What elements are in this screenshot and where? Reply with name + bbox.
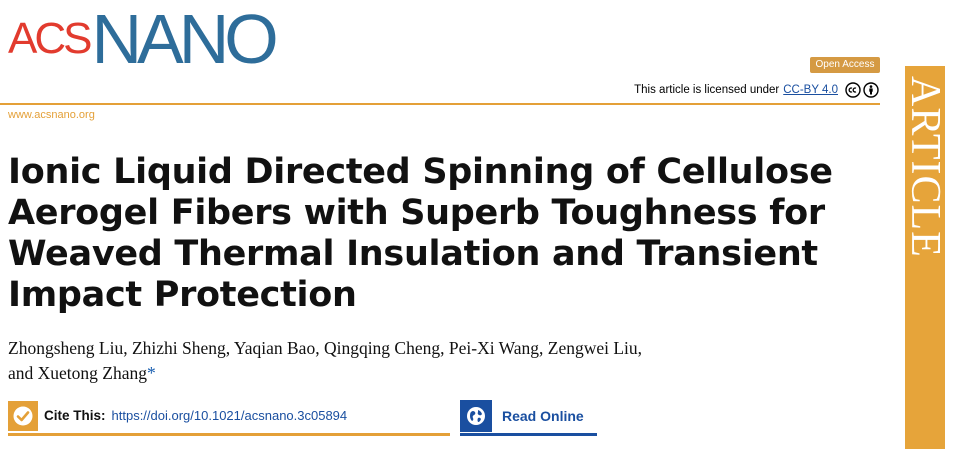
- article-side-label: ARTICLE: [903, 76, 947, 258]
- globe-icon: [460, 399, 492, 432]
- attribution-icon: [863, 82, 879, 98]
- article-side-bar: [905, 66, 945, 449]
- license-link[interactable]: CC-BY 4.0: [783, 84, 838, 96]
- logo-nano: NANO: [91, 0, 278, 78]
- open-access-badge: Open Access: [810, 57, 880, 73]
- read-online-label: Read Online: [502, 407, 584, 424]
- license-prefix: This article is licensed under: [634, 84, 780, 96]
- authors-line-2: and Xuetong Zhang: [8, 363, 147, 383]
- checkmark-icon: [8, 400, 38, 431]
- cite-this-bar: Cite This: https://doi.org/10.1021/acsna…: [8, 398, 450, 436]
- author-list: Zhongsheng Liu, Zhizhi Sheng, Yaqian Bao…: [8, 336, 888, 386]
- cc-icons: [845, 82, 879, 98]
- doi-link[interactable]: https://doi.org/10.1021/acsnano.3c05894: [111, 408, 348, 423]
- cc-icon: [845, 82, 861, 98]
- cite-this-label: Cite This:: [44, 408, 106, 423]
- license-line: This article is licensed under CC-BY 4.0: [634, 82, 879, 98]
- logo-acs: ACS: [8, 14, 93, 63]
- journal-website[interactable]: www.acsnano.org: [8, 109, 95, 121]
- article-title: Ionic Liquid Directed Spinning of Cellul…: [8, 152, 833, 315]
- read-online-button[interactable]: Read Online: [460, 398, 597, 436]
- svg-text:ARTICLE: ARTICLE: [903, 76, 947, 258]
- authors-line-1: Zhongsheng Liu, Zhizhi Sheng, Yaqian Bao…: [8, 338, 643, 358]
- corresponding-author-mark[interactable]: *: [147, 363, 156, 383]
- header-rule: [0, 103, 880, 105]
- journal-logo: ACSNANO: [8, 0, 279, 78]
